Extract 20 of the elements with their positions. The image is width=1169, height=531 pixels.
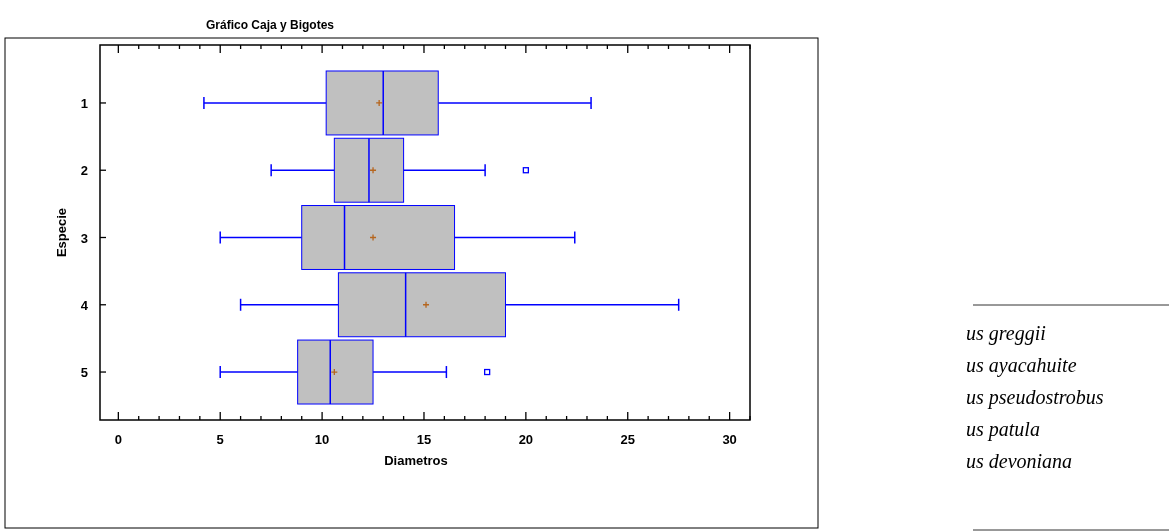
text: us devoniana (966, 450, 1073, 472)
x-tick-label: 10 (314, 432, 330, 447)
y-tick-label: 2 (80, 163, 88, 179)
x-axis-title: Diametros (384, 453, 448, 468)
x-tick-label: 5 (216, 432, 224, 447)
y-tick-label: 4 (80, 297, 89, 313)
y-tick-label: 1 (80, 95, 88, 111)
y-axis-title: Especie (54, 207, 69, 258)
chart-title: Gráfico Caja y Bigotes (205, 18, 335, 32)
text: us greggii (966, 322, 1046, 345)
x-tick-label: 15 (416, 432, 432, 447)
x-tick-label: 0 (114, 432, 122, 447)
y-tick-label: 5 (80, 365, 88, 381)
text: us patula (966, 418, 1040, 441)
x-tick-label: 20 (518, 432, 534, 447)
text: us pseudostrobus (966, 386, 1104, 409)
y-tick-label: 3 (80, 230, 88, 246)
x-tick-label: 30 (722, 432, 737, 447)
text: us ayacahuite (966, 354, 1077, 377)
x-tick-label: 25 (620, 432, 635, 447)
